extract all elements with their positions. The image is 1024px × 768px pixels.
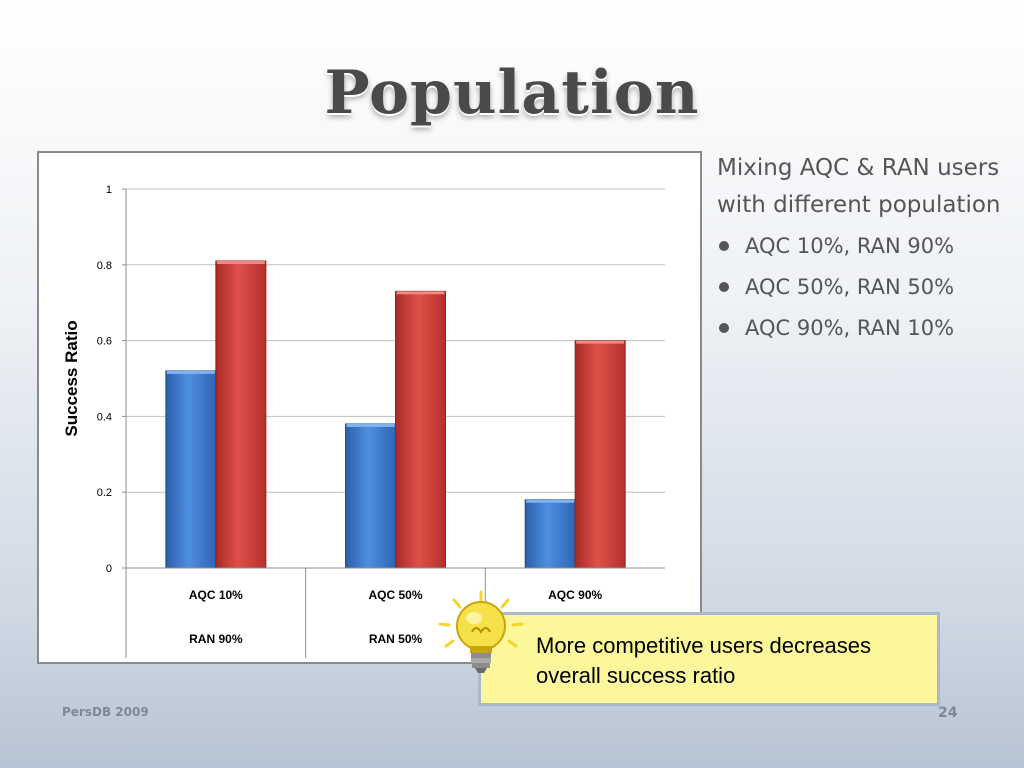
- bullet-dot-icon: [719, 322, 729, 333]
- slide-title: Population: [324, 58, 700, 128]
- page-number: 24: [938, 705, 958, 721]
- bar-highlight: [216, 261, 265, 265]
- bullet-item: AQC 10%, RAN 90%: [717, 226, 1017, 267]
- chart: 0 0.2 0.4 0.6 0.8 1 Success Ratio AQC 10% RAN 90…: [37, 151, 702, 664]
- y-tick-label: 0: [106, 563, 112, 575]
- bullet-intro: Mixing AQC & RAN users with different po…: [717, 155, 1001, 218]
- bar: [524, 499, 576, 569]
- x-category-label-top: AQC 90%: [548, 588, 602, 602]
- x-category-label-bottom: RAN 50%: [369, 632, 423, 646]
- y-tick-label: 1: [106, 184, 112, 196]
- bullet-item: AQC 90%, RAN 10%: [717, 308, 1017, 349]
- bar: [215, 260, 267, 569]
- bullet-item-text: AQC 10%, RAN 90%: [745, 234, 955, 258]
- y-tick-label: 0.2: [97, 487, 112, 499]
- lightbulb-icon: [438, 590, 524, 673]
- bullet-item-text: AQC 90%, RAN 10%: [745, 316, 955, 340]
- bullet-dot-icon: [719, 240, 729, 251]
- bullet-items: AQC 10%, RAN 90% AQC 50%, RAN 50% AQC 90…: [717, 226, 1017, 349]
- x-category-label-top: AQC 50%: [368, 588, 422, 602]
- bar: [395, 290, 446, 569]
- bullet-list: Mixing AQC & RAN users with different po…: [717, 150, 1017, 349]
- y-axis-title: Success Ratio: [62, 320, 81, 436]
- bar: [165, 370, 217, 569]
- callout-text: More competitive users decreases overall…: [536, 633, 872, 688]
- bullet-item: AQC 50%, RAN 50%: [717, 267, 1017, 308]
- bar-highlight: [346, 423, 395, 427]
- bar-highlight: [396, 291, 445, 295]
- callout-box: More competitive users decreases overall…: [478, 612, 940, 706]
- bullet-item-text: AQC 50%, RAN 50%: [745, 275, 955, 299]
- bar: [574, 340, 626, 569]
- bar-highlight: [526, 499, 575, 503]
- x-category-label-bottom: RAN 90%: [189, 632, 243, 646]
- footer-conference: PersDB 2009: [62, 705, 149, 719]
- y-tick-label: 0.8: [97, 260, 112, 272]
- chart-svg: 0 0.2 0.4 0.6 0.8 1 Success Ratio AQC 10% RAN 90…: [62, 184, 665, 658]
- x-category-label-top: AQC 10%: [189, 588, 243, 602]
- bar: [345, 423, 396, 569]
- bar-highlight: [166, 370, 215, 374]
- y-tick-label: 0.6: [97, 336, 112, 348]
- y-tick-label: 0.4: [97, 411, 112, 423]
- bar-highlight: [576, 340, 625, 344]
- bullet-dot-icon: [719, 281, 729, 292]
